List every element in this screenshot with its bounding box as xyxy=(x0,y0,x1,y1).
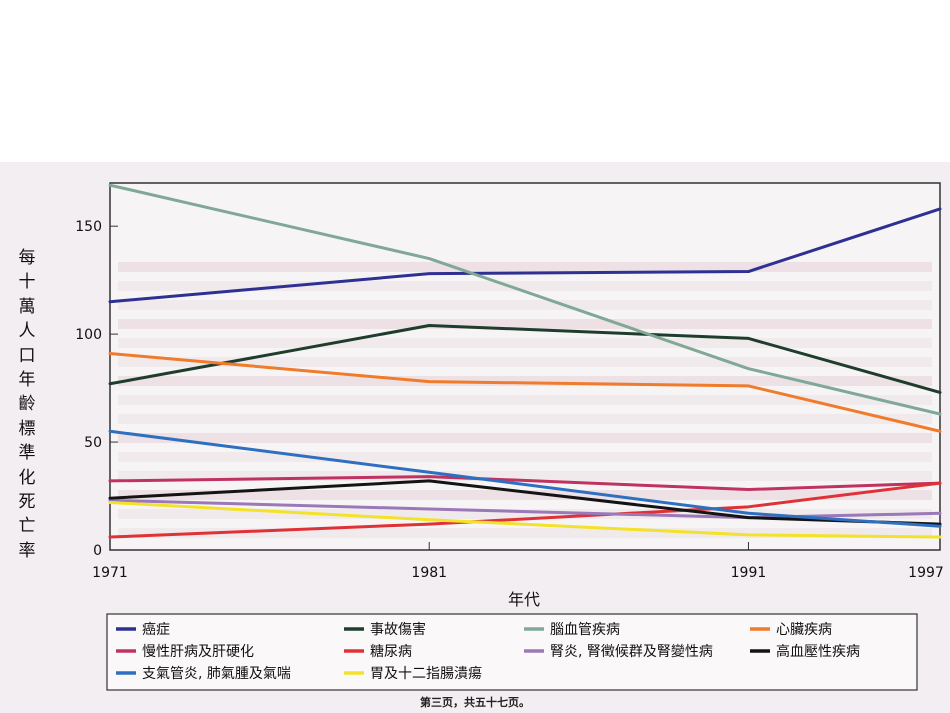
legend-label: 支氣管炎, 肺氣腫及氣喘 xyxy=(142,665,291,682)
legend-label: 心臟疾病 xyxy=(776,622,832,638)
y-axis-label-char: 準 xyxy=(18,443,36,464)
background-band xyxy=(118,262,932,272)
background-band xyxy=(118,395,932,405)
background-band xyxy=(118,281,932,291)
background-band xyxy=(118,433,932,443)
y-axis-label-char: 標 xyxy=(18,418,36,439)
page-footer-text: 第三页，共五十七页。 xyxy=(420,696,530,709)
y-tick-label: 100 xyxy=(75,327,102,343)
y-tick-label: 50 xyxy=(84,435,102,451)
series-line xyxy=(108,475,942,492)
series-line xyxy=(108,183,942,416)
legend-label: 事故傷害 xyxy=(370,622,426,638)
x-tick-label: 1997 xyxy=(908,565,944,581)
y-axis-label-char: 齡 xyxy=(18,394,36,415)
x-axis-ticks: 1971 1981 1991 1997 xyxy=(92,542,944,581)
y-axis-label-char: 死 xyxy=(18,492,36,512)
series-line xyxy=(108,498,942,520)
y-axis-label-char: 人 xyxy=(18,321,36,342)
x-tick-label: 1981 xyxy=(411,565,447,581)
y-axis-label-char: 萬 xyxy=(18,296,36,317)
x-tick-label: 1971 xyxy=(92,565,128,581)
y-axis-label-char: 十 xyxy=(18,272,36,293)
legend-label: 癌症 xyxy=(142,622,170,638)
background-band xyxy=(118,357,932,367)
legend-label: 糖尿病 xyxy=(370,644,412,660)
legend-label: 慢性肝病及肝硬化 xyxy=(142,643,254,660)
background-band xyxy=(118,471,932,481)
x-tick-label: 1991 xyxy=(731,565,767,581)
background-band xyxy=(118,528,932,538)
legend-label: 胃及十二指腸潰瘍 xyxy=(370,665,482,682)
y-axis-label-char: 年 xyxy=(18,370,36,390)
background-band xyxy=(118,414,932,424)
background-band xyxy=(118,452,932,462)
series-line xyxy=(108,481,942,539)
series-line xyxy=(108,501,942,539)
background-band xyxy=(118,376,932,386)
y-axis-label-char: 化 xyxy=(18,467,36,488)
y-tick-label: 0 xyxy=(93,543,102,559)
legend-box xyxy=(106,613,918,691)
y-axis-label-char: 率 xyxy=(18,540,36,561)
series-line xyxy=(108,429,942,528)
x-axis-label: 年代 xyxy=(508,590,540,609)
y-tick-label: 150 xyxy=(75,219,102,235)
y-axis-label-char: 口 xyxy=(18,345,36,366)
background-band xyxy=(118,319,932,329)
y-axis-label-char: 每 xyxy=(18,248,36,268)
background-band xyxy=(118,490,932,500)
faded-background-bands xyxy=(118,262,932,538)
series-lines xyxy=(108,183,942,539)
legend-label: 腎炎, 腎徵候群及腎變性病 xyxy=(550,644,713,660)
background-band xyxy=(118,509,932,519)
y-axis-ticks: 0 50 100 150 xyxy=(75,219,118,559)
y-axis-label-char: 亡 xyxy=(18,516,36,537)
legend-label: 高血壓性疾病 xyxy=(776,643,860,660)
series-line xyxy=(108,323,942,394)
series-line xyxy=(108,352,942,433)
background-band xyxy=(118,338,932,348)
legend-label: 腦血管疾病 xyxy=(550,622,620,638)
series-line xyxy=(108,207,942,304)
background-band xyxy=(118,300,932,310)
